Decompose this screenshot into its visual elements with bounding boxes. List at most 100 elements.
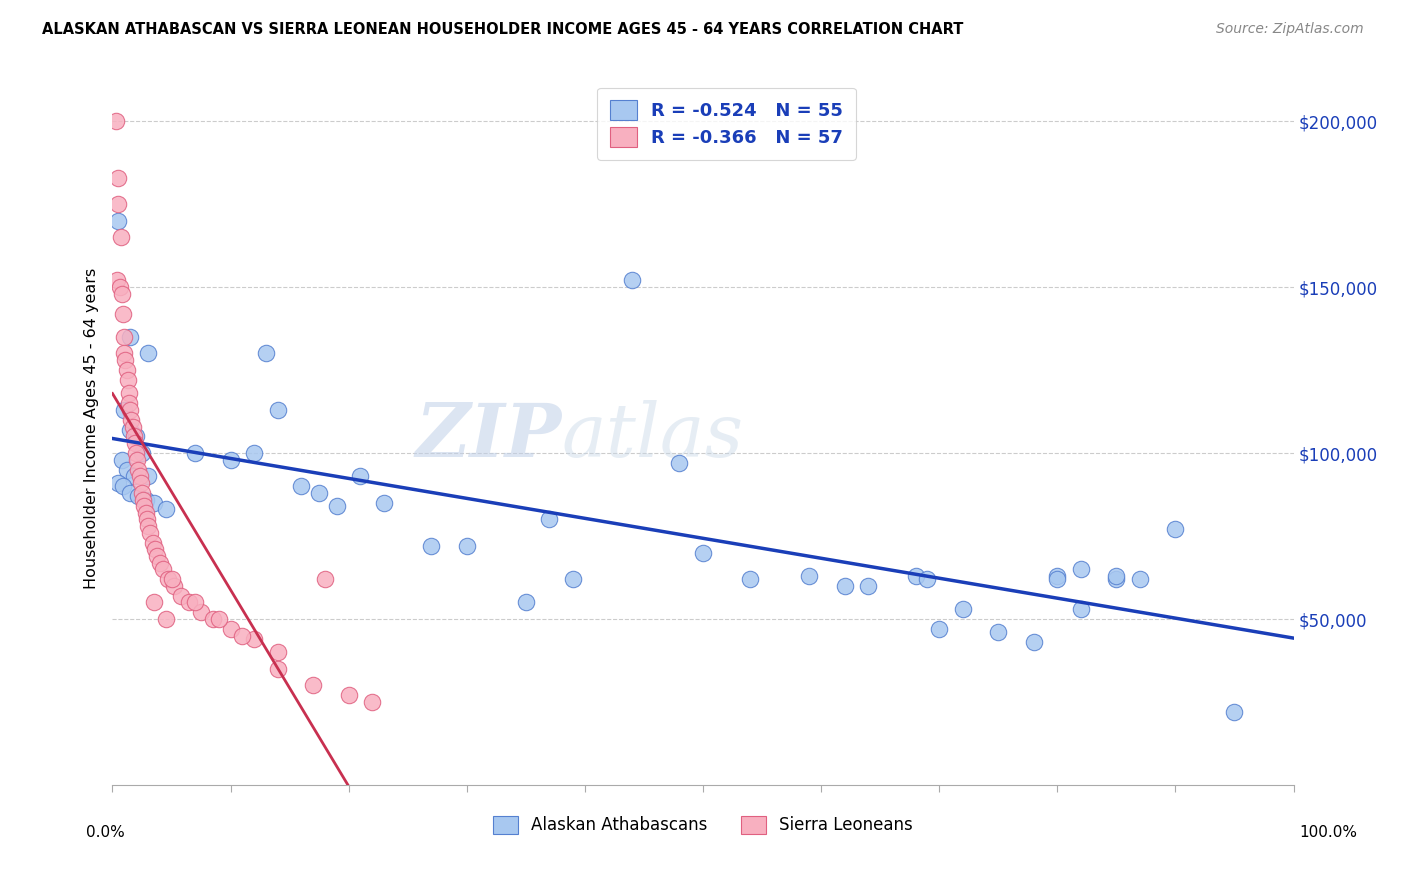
Point	[1164, 522, 1187, 536]
Point	[160, 572, 183, 586]
Point	[129, 475, 152, 490]
Point	[231, 629, 253, 643]
Point	[308, 486, 330, 500]
Point	[135, 512, 157, 526]
Point	[692, 546, 714, 560]
Point	[219, 622, 242, 636]
Point	[515, 595, 537, 609]
Point	[1105, 572, 1128, 586]
Point	[373, 496, 395, 510]
Point	[1022, 635, 1045, 649]
Point	[858, 579, 880, 593]
Point	[120, 486, 142, 500]
Point	[111, 452, 134, 467]
Point	[125, 446, 148, 460]
Point	[184, 446, 207, 460]
Point	[120, 423, 142, 437]
Point	[349, 469, 371, 483]
Point	[1046, 572, 1069, 586]
Point	[190, 606, 212, 620]
Point	[456, 539, 478, 553]
Point	[128, 469, 150, 483]
Point	[110, 230, 132, 244]
Point	[170, 589, 193, 603]
Point	[184, 595, 207, 609]
Point	[121, 419, 143, 434]
Point	[105, 273, 128, 287]
Point	[201, 612, 224, 626]
Point	[124, 436, 146, 450]
Point	[267, 662, 290, 676]
Point	[115, 363, 138, 377]
Point	[987, 625, 1010, 640]
Point	[112, 307, 135, 321]
Point	[179, 595, 201, 609]
Point	[118, 396, 141, 410]
Point	[122, 469, 145, 483]
Legend: Alaskan Athabascans, Sierra Leoneans: Alaskan Athabascans, Sierra Leoneans	[486, 809, 920, 841]
Text: 100.0%: 100.0%	[1299, 825, 1358, 840]
Point	[243, 632, 266, 646]
Point	[142, 535, 165, 549]
Point	[1223, 705, 1246, 719]
Point	[904, 569, 927, 583]
Point	[112, 330, 135, 344]
Point	[156, 572, 179, 586]
Point	[146, 549, 169, 563]
Point	[1046, 569, 1069, 583]
Point	[326, 499, 349, 513]
Point	[952, 602, 974, 616]
Point	[219, 452, 242, 467]
Text: 0.0%: 0.0%	[86, 825, 125, 840]
Point	[337, 689, 360, 703]
Point	[135, 506, 157, 520]
Point	[155, 612, 177, 626]
Point	[136, 519, 159, 533]
Point	[115, 463, 138, 477]
Point	[132, 492, 155, 507]
Y-axis label: Householder Income Ages 45 - 64 years: Householder Income Ages 45 - 64 years	[84, 268, 100, 589]
Point	[1129, 572, 1152, 586]
Point	[361, 695, 384, 709]
Point	[143, 542, 166, 557]
Point	[135, 492, 157, 507]
Point	[114, 353, 136, 368]
Point	[740, 572, 762, 586]
Point	[131, 486, 153, 500]
Point	[208, 612, 231, 626]
Point	[120, 413, 142, 427]
Point	[1070, 562, 1092, 576]
Text: atlas: atlas	[561, 401, 744, 473]
Point	[136, 469, 159, 483]
Point	[107, 170, 129, 185]
Point	[1070, 602, 1092, 616]
Point	[142, 496, 165, 510]
Point	[621, 273, 644, 287]
Point	[267, 645, 290, 659]
Point	[112, 479, 135, 493]
Point	[834, 579, 856, 593]
Point	[420, 539, 443, 553]
Point	[163, 579, 186, 593]
Point	[107, 213, 129, 227]
Point	[155, 502, 177, 516]
Point	[134, 499, 156, 513]
Point	[131, 446, 153, 460]
Point	[538, 512, 561, 526]
Point	[120, 403, 142, 417]
Point	[112, 346, 135, 360]
Point	[668, 456, 690, 470]
Point	[302, 678, 325, 692]
Point	[120, 330, 142, 344]
Point	[254, 346, 277, 360]
Point	[562, 572, 585, 586]
Point	[127, 463, 149, 477]
Point	[117, 373, 139, 387]
Text: ALASKAN ATHABASCAN VS SIERRA LEONEAN HOUSEHOLDER INCOME AGES 45 - 64 YEARS CORRE: ALASKAN ATHABASCAN VS SIERRA LEONEAN HOU…	[42, 22, 963, 37]
Point	[111, 286, 134, 301]
Point	[917, 572, 939, 586]
Point	[108, 280, 131, 294]
Point	[127, 489, 149, 503]
Point	[267, 403, 290, 417]
Point	[136, 346, 159, 360]
